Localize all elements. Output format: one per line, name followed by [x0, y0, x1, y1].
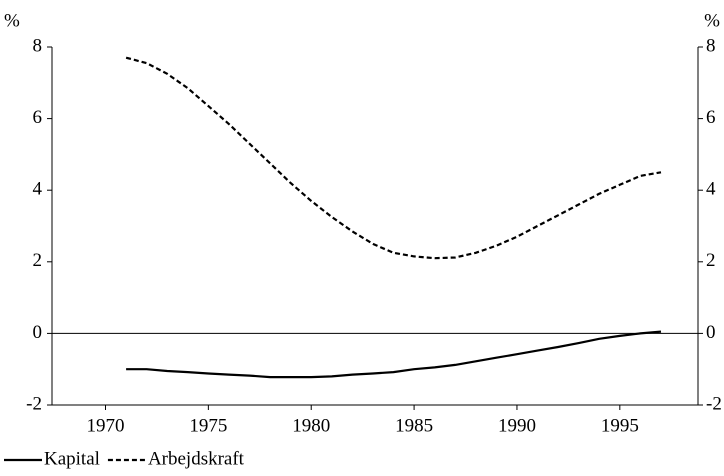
legend-label: Kapital: [44, 448, 100, 469]
y2-tick-label: 4: [706, 179, 716, 200]
x-tick-label: 1970: [86, 415, 124, 436]
series-line: [126, 330, 662, 379]
y2-unit: %: [704, 10, 720, 31]
y-tick-label: 6: [33, 107, 43, 128]
x-tick-label: 1990: [498, 415, 536, 436]
y-tick-label: -2: [26, 393, 42, 414]
x-tick-label: 1985: [395, 415, 433, 436]
legend-label: Arbejdskraft: [148, 448, 245, 469]
x-tick-label: 1975: [189, 415, 227, 436]
y2-tick-label: 2: [706, 250, 716, 271]
x-tick-label: 1980: [292, 415, 330, 436]
x-tick-label: 1995: [601, 415, 639, 436]
y2-tick-label: -2: [706, 393, 722, 414]
series-line: [125, 56, 662, 260]
y2-tick-label: 6: [706, 107, 716, 128]
y2-tick-label: 0: [706, 322, 716, 343]
y-tick-label: 8: [33, 35, 43, 56]
y2-tick-label: 8: [706, 35, 716, 56]
y-tick-label: 2: [33, 250, 43, 271]
y-tick-label: 4: [33, 179, 43, 200]
y-tick-label: 0: [33, 322, 43, 343]
y-unit: %: [4, 10, 20, 31]
